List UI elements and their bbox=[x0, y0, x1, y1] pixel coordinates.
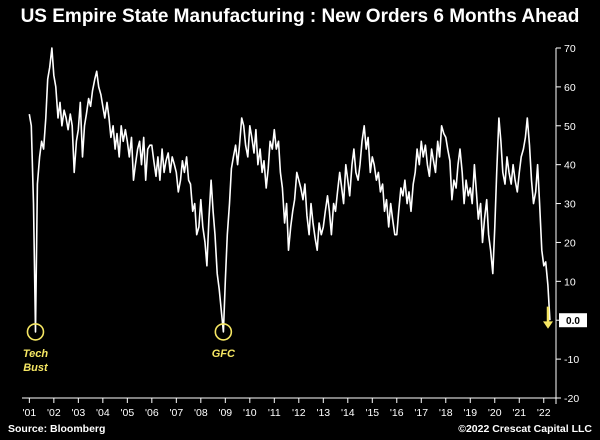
series-line bbox=[28, 47, 551, 333]
tech-bust-circle bbox=[26, 323, 45, 341]
last-value-box bbox=[559, 313, 587, 328]
x-tick-label: '01 bbox=[23, 407, 37, 419]
x-tick-label: '17 bbox=[414, 407, 428, 419]
source-label: Source: Bloomberg bbox=[8, 423, 106, 435]
y-tick-label: 50 bbox=[564, 121, 576, 133]
x-tick-label: '13 bbox=[316, 407, 330, 419]
x-tick-label: '09 bbox=[218, 407, 232, 419]
x-tick-label: '02 bbox=[47, 407, 61, 419]
x-tick-label: '04 bbox=[96, 407, 110, 419]
copyright-label: ©2022 Crescat Capital LLC bbox=[458, 423, 592, 435]
y-tick-label: -20 bbox=[564, 393, 579, 405]
gfc-label: GFC bbox=[212, 348, 236, 360]
x-tick-label: '19 bbox=[463, 407, 477, 419]
x-tick-label: '14 bbox=[341, 407, 355, 419]
gfc-circle bbox=[214, 323, 233, 341]
x-tick-label: '03 bbox=[71, 407, 85, 419]
tech-bust-label: Bust bbox=[23, 362, 49, 374]
tech-bust-label: Tech bbox=[23, 348, 49, 360]
y-tick-label: 70 bbox=[564, 43, 576, 55]
y-tick-label: 40 bbox=[564, 160, 576, 172]
x-tick-label: '15 bbox=[365, 407, 379, 419]
x-tick-label: '20 bbox=[488, 407, 502, 419]
y-tick-label: -10 bbox=[564, 354, 579, 366]
y-tick-label: 20 bbox=[564, 237, 576, 249]
last-value-label: 0.0 bbox=[566, 316, 580, 327]
down-arrow-head bbox=[543, 321, 553, 329]
chart-title: US Empire State Manufacturing : New Orde… bbox=[20, 6, 580, 27]
x-tick-label: '06 bbox=[145, 407, 159, 419]
y-tick-label: 10 bbox=[564, 276, 576, 288]
x-tick-label: '07 bbox=[169, 407, 183, 419]
x-tick-label: '16 bbox=[390, 407, 404, 419]
y-tick-label: 30 bbox=[564, 199, 576, 211]
x-tick-label: '18 bbox=[439, 407, 453, 419]
x-tick-label: '22 bbox=[537, 407, 551, 419]
x-tick-label: '05 bbox=[120, 407, 134, 419]
x-tick-label: '10 bbox=[243, 407, 257, 419]
x-tick-label: '21 bbox=[512, 407, 526, 419]
x-tick-label: '08 bbox=[194, 407, 208, 419]
y-tick-label: 60 bbox=[564, 82, 576, 94]
x-tick-label: '12 bbox=[292, 407, 306, 419]
x-tick-label: '11 bbox=[268, 407, 281, 419]
